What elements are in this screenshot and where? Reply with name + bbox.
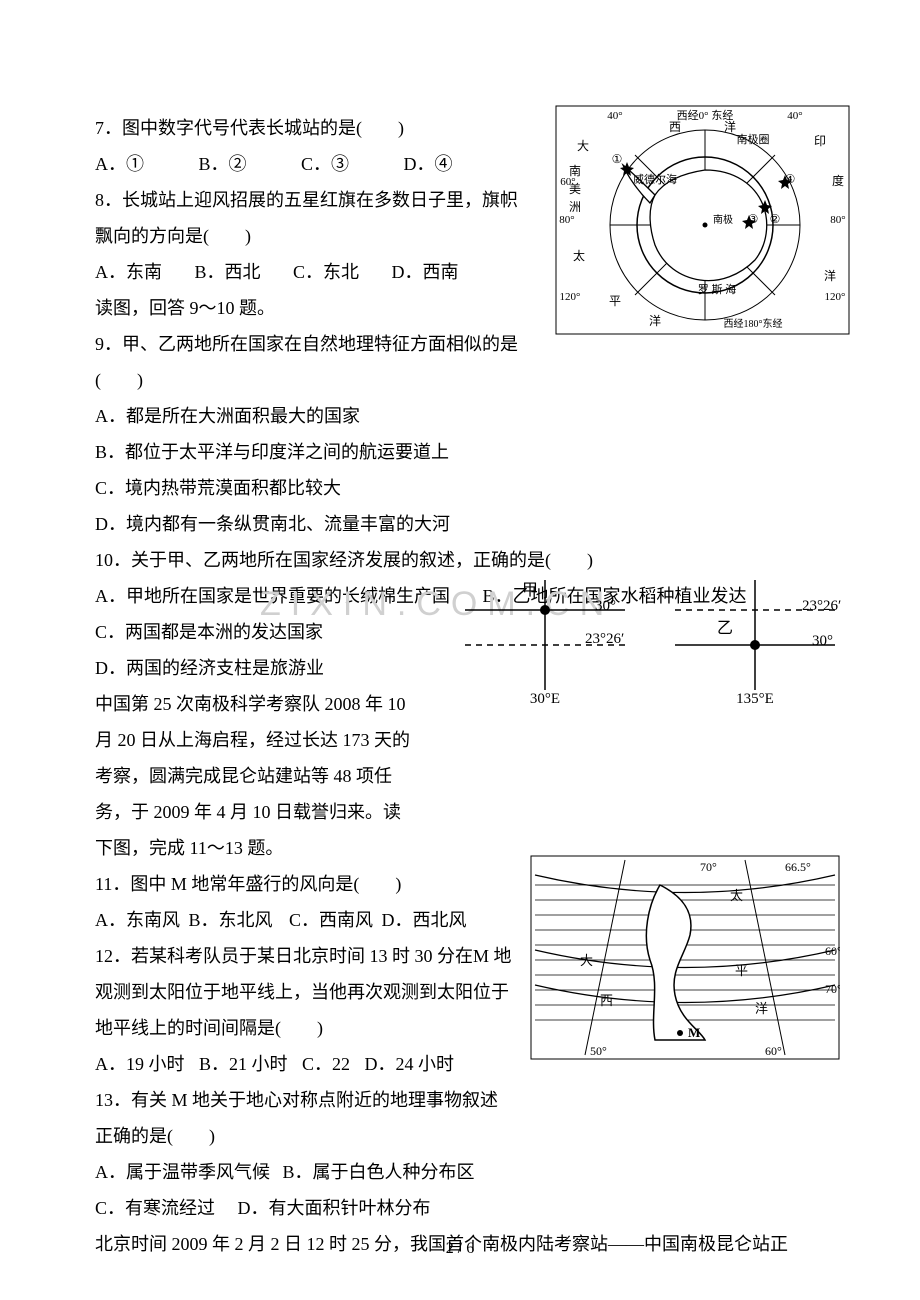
svg-text:洋: 洋 xyxy=(649,313,661,328)
svg-text:40°: 40° xyxy=(787,110,802,122)
q12-choice-c: C．22 xyxy=(302,1054,350,1074)
q10-choice-d: D．两国的经济支柱是旅游业 xyxy=(95,650,395,686)
svg-text:洲: 洲 xyxy=(569,200,581,214)
figure-coordinate-crosses: 甲 30° 23°26′ 30°E 乙 23°26′ 30° 135°E xyxy=(450,565,850,717)
q8-choice-d: D．西南 xyxy=(392,254,459,290)
q8-choice-b: B．西北 xyxy=(195,254,261,290)
svg-text:135°E: 135°E xyxy=(736,691,774,705)
q13-choices-row2: C．有寒流经过 D．有大面积针叶林分布 xyxy=(95,1190,825,1226)
q12-choice-d: D．24 小时 xyxy=(365,1054,455,1074)
svg-text:23°26′: 23°26′ xyxy=(802,598,841,614)
svg-text:30°E: 30°E xyxy=(530,691,560,705)
svg-text:甲: 甲 xyxy=(522,582,538,599)
q7-choice-b: B．② xyxy=(199,146,247,182)
svg-text:30°: 30° xyxy=(595,598,616,614)
q8-choice-a: A．东南 xyxy=(95,254,162,290)
svg-text:70°: 70° xyxy=(700,860,717,874)
svg-text:80°: 80° xyxy=(559,214,574,226)
q13-choice-d: D．有大面积针叶林分布 xyxy=(238,1198,431,1218)
q7-choice-d: D．④ xyxy=(404,146,453,182)
svg-text:②: ② xyxy=(770,212,781,226)
q11-choice-a: A．东南风 xyxy=(95,910,180,930)
svg-text:120°: 120° xyxy=(560,291,581,303)
q7-choices: A．① B．② C．③ D．④ xyxy=(95,146,535,182)
q13-choice-a: A．属于温带季风气候 xyxy=(95,1162,270,1182)
svg-text:南极圈: 南极圈 xyxy=(737,132,770,146)
page-number: 2 / 6 xyxy=(0,1233,920,1265)
svg-text:80°: 80° xyxy=(830,214,845,226)
svg-text:平: 平 xyxy=(735,963,748,978)
q11-text: 11．图中 M 地常年盛行的风向是( ) xyxy=(95,866,515,902)
svg-text:平: 平 xyxy=(609,294,621,308)
svg-text:23°26′: 23°26′ xyxy=(585,631,624,647)
svg-text:洋: 洋 xyxy=(724,119,736,134)
antarctica-svg: 西经0° 东经 40° 40° 西 洋 南极圈 印 大 南 美 洲 60° 度 … xyxy=(555,105,850,335)
ocean-svg: 70° 66.5° 太 60° 大 平 70° 西 洋 M 50° 60° xyxy=(530,855,840,1060)
q12-choice-a: A．19 小时 xyxy=(95,1054,185,1074)
svg-text:威德尔海: 威德尔海 xyxy=(633,172,677,186)
q13-choice-c: C．有寒流经过 xyxy=(95,1198,215,1218)
q7-choice-a: A．① xyxy=(95,146,144,182)
svg-text:④: ④ xyxy=(785,172,796,186)
q8-choices: A．东南 B．西北 C．东北 D．西南 xyxy=(95,254,535,290)
svg-text:太: 太 xyxy=(573,248,585,263)
q9-choice-a: A．都是所在大洲面积最大的国家 xyxy=(95,398,535,434)
svg-text:度: 度 xyxy=(832,173,844,188)
q9-choice-d: D．境内都有一条纵贯南北、流量丰富的大河 xyxy=(95,506,535,542)
svg-text:西: 西 xyxy=(600,993,613,1008)
q8-choice-c: C．东北 xyxy=(293,254,359,290)
svg-text:M: M xyxy=(688,1025,700,1040)
svg-text:60°: 60° xyxy=(825,944,840,958)
q11-choice-c: C．西南风 xyxy=(289,910,373,930)
svg-text:60°: 60° xyxy=(765,1044,782,1058)
svg-text:120°: 120° xyxy=(825,291,846,303)
q9-choice-b: B．都位于太平洋与印度洋之间的航运要道上 xyxy=(95,434,535,470)
svg-text:大: 大 xyxy=(577,139,589,153)
q13-choices-row1: A．属于温带季风气候 B．属于白色人种分布区 xyxy=(95,1154,825,1190)
q9-text: 9．甲、乙两地所在国家在自然地理特征方面相似的是( ) xyxy=(95,326,535,398)
q9-choice-c: C．境内热带荒漠面积都比较大 xyxy=(95,470,535,506)
svg-text:印: 印 xyxy=(814,134,826,148)
q12-choice-b: B．21 小时 xyxy=(199,1054,288,1074)
svg-text:洋: 洋 xyxy=(755,1001,768,1016)
svg-text:60°: 60° xyxy=(560,176,575,188)
svg-text:西经180°东经: 西经180°东经 xyxy=(724,317,783,330)
svg-text:南极: 南极 xyxy=(713,213,733,226)
crosses-svg: 甲 30° 23°26′ 30°E 乙 23°26′ 30° 135°E xyxy=(450,565,850,705)
q8-text: 8．长城站上迎风招展的五星红旗在多数日子里，旗帜飘向的方向是( ) xyxy=(95,182,535,254)
svg-text:③: ③ xyxy=(748,212,759,226)
passage-11-13: 中国第 25 次南极科学考察队 2008 年 10月 20 日从上海启程，经过长… xyxy=(95,686,415,866)
figure-antarctica-map: 西经0° 东经 40° 40° 西 洋 南极圈 印 大 南 美 洲 60° 度 … xyxy=(555,105,850,347)
q7-choice-c: C．③ xyxy=(301,146,349,182)
svg-text:罗 斯 海: 罗 斯 海 xyxy=(698,282,737,296)
q11-choice-b: B．东北风 xyxy=(189,910,273,930)
svg-text:太: 太 xyxy=(730,888,743,903)
svg-text:①: ① xyxy=(612,152,623,166)
svg-text:西: 西 xyxy=(669,120,681,134)
q12-choices: A．19 小时 B．21 小时 C．22 D．24 小时 xyxy=(95,1046,515,1082)
svg-text:洋: 洋 xyxy=(824,268,836,283)
q11-choice-d: D．西北风 xyxy=(382,910,467,930)
q13-text: 13．有关 M 地关于地心对称点附近的地理事物叙述正确的是( ) xyxy=(95,1082,515,1154)
svg-text:乙: 乙 xyxy=(717,620,733,637)
q7-text: 7．图中数字代号代表长城站的是( ) xyxy=(95,110,535,146)
svg-text:66.5°: 66.5° xyxy=(785,860,811,874)
instruction-9-10: 读图，回答 9～10 题。 xyxy=(95,290,535,326)
figure-ocean-map: 70° 66.5° 太 60° 大 平 70° 西 洋 M 50° 60° xyxy=(530,855,840,1072)
svg-text:大: 大 xyxy=(580,953,593,968)
q13-choice-b: B．属于白色人种分布区 xyxy=(283,1162,475,1182)
q11-choices: A．东南风 B．东北风 C．西南风 D．西北风 xyxy=(95,902,515,938)
svg-text:30°: 30° xyxy=(812,633,833,649)
svg-text:50°: 50° xyxy=(590,1044,607,1058)
svg-text:40°: 40° xyxy=(607,110,622,122)
svg-text:70°: 70° xyxy=(825,982,840,996)
q12-text: 12．若某科考队员于某日北京时间 13 时 30 分在M 地观测到太阳位于地平线… xyxy=(95,938,515,1046)
